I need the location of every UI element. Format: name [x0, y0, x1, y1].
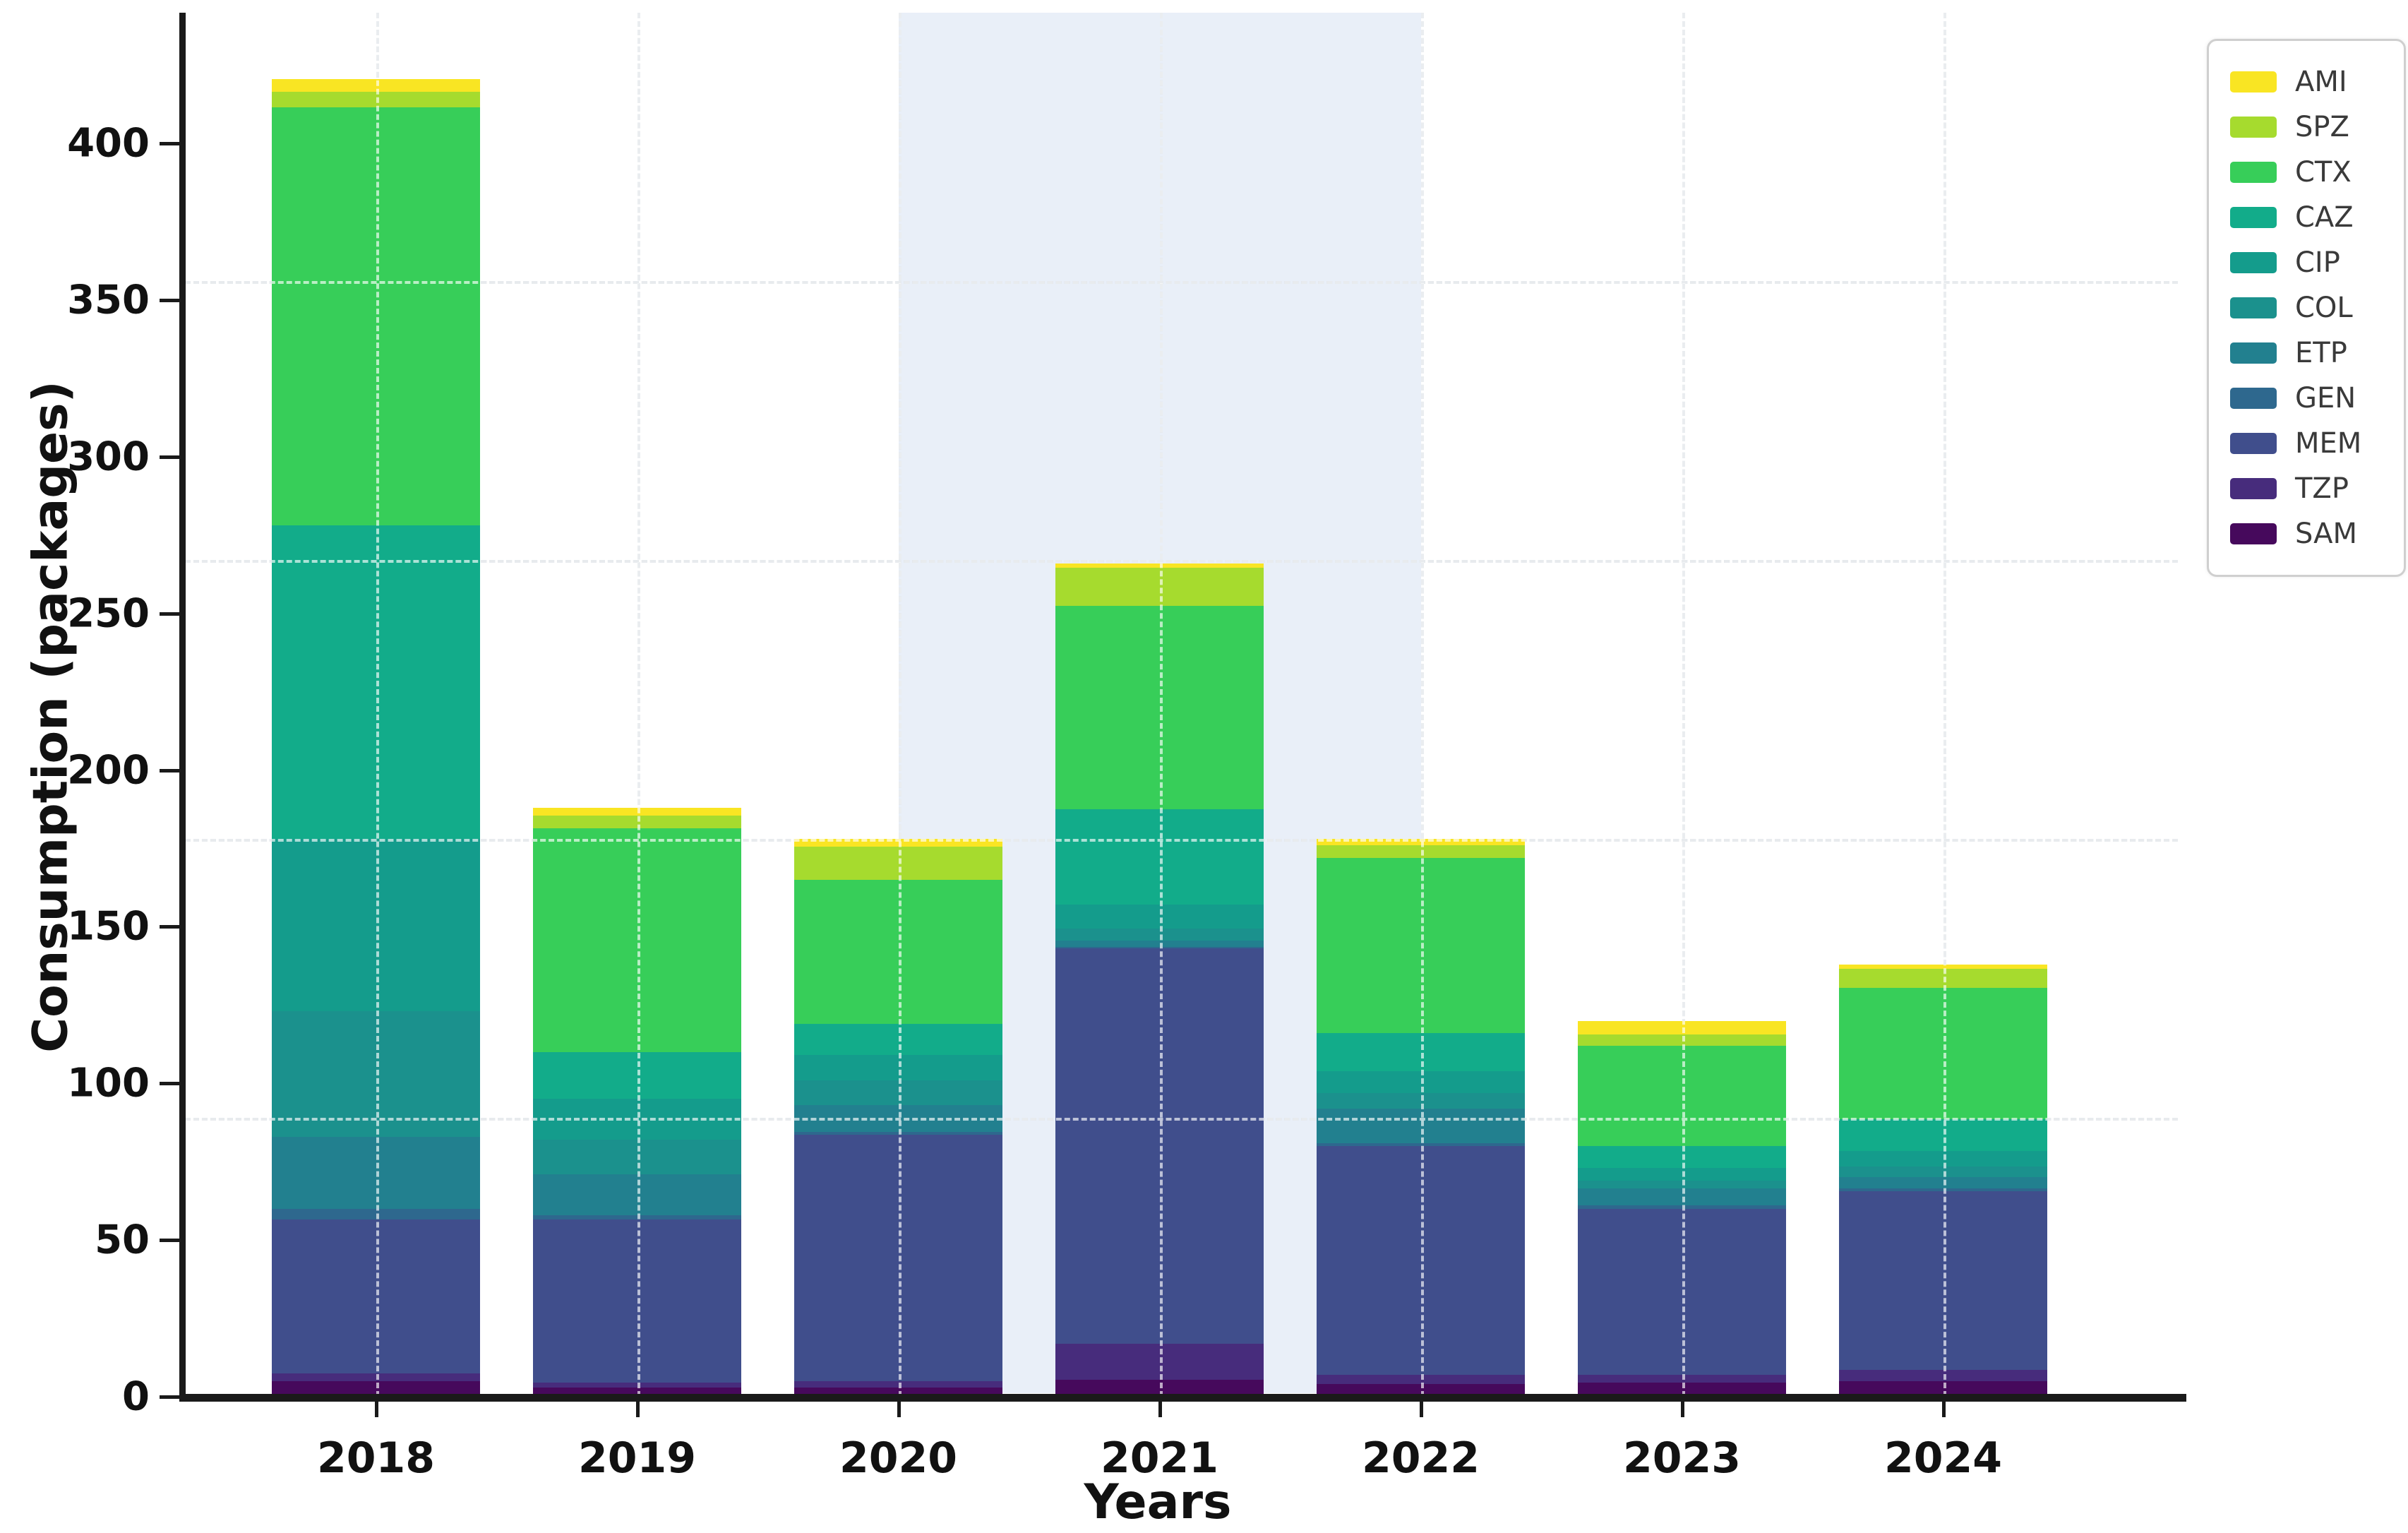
legend-item-CAZ: CAZ	[2230, 195, 2383, 240]
legend-swatch-SAM	[2230, 523, 2277, 544]
y-tick-200	[160, 768, 179, 773]
v-gridline-2020	[898, 13, 901, 1397]
y-tick-100	[160, 1082, 179, 1086]
y-tick-label-200: 200	[67, 747, 150, 793]
legend-item-SAM: SAM	[2230, 511, 2383, 556]
x-tick-2018	[374, 1402, 378, 1417]
legend-label-GEN: GEN	[2295, 382, 2356, 414]
y-tick-0	[160, 1395, 179, 1399]
y-tick-350	[160, 298, 179, 302]
y-tick-label-100: 100	[67, 1060, 150, 1106]
legend-swatch-SPZ	[2230, 117, 2277, 138]
legend-label-CAZ: CAZ	[2295, 201, 2354, 234]
y-tick-150	[160, 925, 179, 929]
legend-label-TZP: TZP	[2295, 472, 2349, 505]
x-tick-label-2021: 2021	[1101, 1433, 1218, 1483]
legend-swatch-TZP	[2230, 478, 2277, 499]
legend-label-CTX: CTX	[2295, 156, 2352, 189]
legend-item-CIP: CIP	[2230, 240, 2383, 285]
legend-item-CTX: CTX	[2230, 150, 2383, 195]
h-gridline-267	[185, 560, 2178, 563]
legend-label-SPZ: SPZ	[2295, 111, 2349, 143]
x-axis-spine	[179, 1394, 2186, 1402]
legend-swatch-CIP	[2230, 252, 2277, 273]
x-tick-2023	[1680, 1402, 1684, 1417]
v-gridline-2024	[1943, 13, 1946, 1397]
y-tick-label-0: 0	[122, 1373, 150, 1420]
x-tick-label-2022: 2022	[1362, 1433, 1480, 1483]
x-tick-2021	[1158, 1402, 1162, 1417]
x-tick-label-2018: 2018	[317, 1433, 435, 1483]
legend-swatch-CTX	[2230, 162, 2277, 183]
v-gridline-2023	[1682, 13, 1685, 1397]
legend-swatch-ETP	[2230, 342, 2277, 364]
legend-item-TZP: TZP	[2230, 466, 2383, 511]
v-gridline-2022	[1420, 13, 1424, 1397]
x-axis-title: Years	[1084, 1474, 1232, 1530]
x-tick-label-2020: 2020	[839, 1433, 957, 1483]
v-gridline-2021	[1159, 13, 1163, 1397]
y-axis-title: Consumption (packages)	[23, 381, 79, 1053]
h-gridline-356	[185, 281, 2178, 285]
legend-label-ETP: ETP	[2295, 337, 2347, 369]
y-tick-label-350: 350	[67, 277, 150, 323]
legend-swatch-MEM	[2230, 433, 2277, 454]
x-tick-2024	[1941, 1402, 1946, 1417]
legend-item-COL: COL	[2230, 285, 2383, 330]
h-gridline-178	[185, 839, 2178, 842]
y-tick-400	[160, 142, 179, 145]
legend-swatch-AMI	[2230, 71, 2277, 93]
y-tick-label-250: 250	[67, 590, 150, 637]
y-tick-label-50: 50	[95, 1217, 150, 1263]
legend: AMI SPZ CTX CAZ CIP COL ETP GEN MEM TZP SAM	[2207, 39, 2406, 577]
legend-label-MEM: MEM	[2295, 427, 2362, 460]
legend-item-ETP: ETP	[2230, 330, 2383, 376]
legend-label-SAM: SAM	[2295, 518, 2358, 550]
legend-swatch-GEN	[2230, 388, 2277, 409]
y-tick-label-400: 400	[67, 120, 150, 167]
legend-swatch-COL	[2230, 297, 2277, 318]
legend-item-GEN: GEN	[2230, 376, 2383, 421]
x-tick-2022	[1419, 1402, 1423, 1417]
y-axis-spine	[179, 13, 186, 1402]
y-tick-300	[160, 455, 179, 459]
legend-item-AMI: AMI	[2230, 59, 2383, 105]
legend-label-CIP: CIP	[2295, 246, 2340, 279]
legend-label-COL: COL	[2295, 292, 2353, 324]
y-tick-50	[160, 1239, 179, 1243]
y-tick-label-150: 150	[67, 903, 150, 950]
legend-swatch-CAZ	[2230, 207, 2277, 228]
h-gridline-89	[185, 1118, 2178, 1121]
legend-label-AMI: AMI	[2295, 66, 2347, 98]
legend-item-MEM: MEM	[2230, 421, 2383, 466]
x-tick-2019	[635, 1402, 640, 1417]
v-gridline-2018	[376, 13, 379, 1397]
y-tick-250	[160, 612, 179, 616]
legend-item-SPZ: SPZ	[2230, 105, 2383, 150]
y-tick-label-300: 300	[67, 434, 150, 480]
x-tick-label-2023: 2023	[1623, 1433, 1741, 1483]
x-tick-2020	[897, 1402, 901, 1417]
x-tick-label-2024: 2024	[1884, 1433, 2002, 1483]
v-gridline-2019	[637, 13, 640, 1397]
x-tick-label-2019: 2019	[578, 1433, 696, 1483]
